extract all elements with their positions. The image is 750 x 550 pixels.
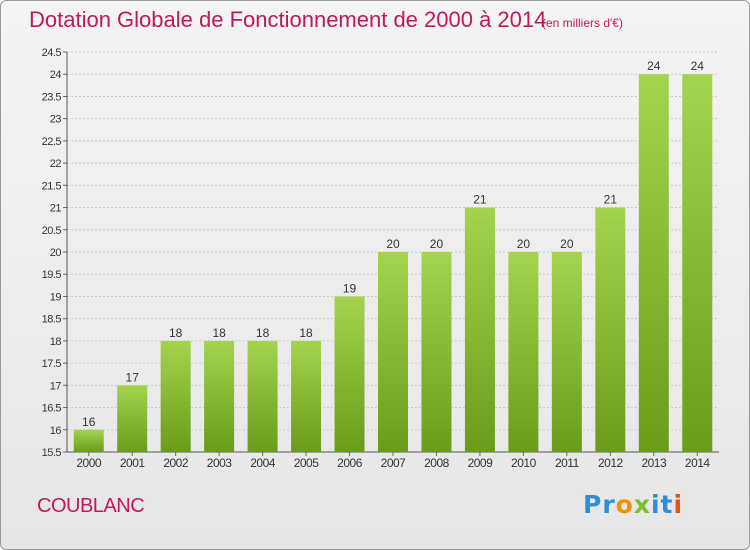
y-tick-label: 23.5 xyxy=(42,91,62,103)
data-label: 20 xyxy=(386,237,400,251)
y-tick-label: 16.5 xyxy=(42,403,62,415)
bar-2005 xyxy=(291,340,322,452)
y-tick-label: 20 xyxy=(50,247,62,259)
bar-2013 xyxy=(638,74,669,452)
data-label: 18 xyxy=(256,326,270,340)
x-tick-label: 2011 xyxy=(555,456,580,470)
logo-letters-5: i xyxy=(673,490,684,519)
x-tick-label: 2005 xyxy=(294,456,320,470)
bar-2003 xyxy=(204,340,235,452)
data-label: 24 xyxy=(647,59,661,73)
bar-2014 xyxy=(682,74,713,452)
logo-letters-4: it xyxy=(650,490,674,519)
bar-2012 xyxy=(595,207,626,452)
data-label: 20 xyxy=(560,237,574,251)
data-label: 24 xyxy=(691,59,705,73)
y-tick-label: 18.5 xyxy=(42,314,62,326)
bar-2011 xyxy=(551,252,582,452)
data-label: 21 xyxy=(604,193,618,207)
y-tick-label: 19 xyxy=(50,291,62,303)
data-label: 18 xyxy=(169,326,183,340)
chart-subtitle: (en milliers d'€) xyxy=(542,16,623,30)
data-label: 16 xyxy=(82,415,96,429)
logo-letters-1: Pr xyxy=(583,490,616,519)
proxiti-logo[interactable]: Proxiti xyxy=(583,490,683,519)
y-tick-label: 19.5 xyxy=(42,269,62,281)
bar-2009 xyxy=(464,207,495,452)
data-label: 18 xyxy=(212,326,226,340)
x-tick-label: 2010 xyxy=(511,456,537,470)
data-label: 19 xyxy=(343,281,357,295)
x-tick-label: 2006 xyxy=(337,456,363,470)
logo-letters-2: o xyxy=(615,490,634,519)
bar-2002 xyxy=(160,340,191,452)
bars xyxy=(73,74,713,452)
axes: 15.5 16 16.5 17 17.5 18 18.5 19 19.5 20 20.5 21 21.5… xyxy=(42,47,719,470)
bar-2008 xyxy=(421,252,452,452)
bar-2000 xyxy=(73,429,104,452)
y-tick-label: 17 xyxy=(50,380,62,392)
x-tick-label: 2013 xyxy=(641,456,667,470)
x-tick-label: 2014 xyxy=(685,456,711,470)
bar-2004 xyxy=(247,340,278,452)
data-label: 21 xyxy=(473,193,487,207)
logo-letters-3: x xyxy=(633,490,651,519)
y-tick-label: 16 xyxy=(50,425,62,437)
y-tick-label: 17.5 xyxy=(42,358,62,370)
x-tick-label: 2007 xyxy=(381,456,407,470)
commune-name: COUBLANC xyxy=(37,495,145,517)
x-tick-label: 2000 xyxy=(76,456,102,470)
y-tick-label: 18 xyxy=(50,336,62,348)
y-tick-label: 22.5 xyxy=(42,136,62,148)
y-tick-label: 21.5 xyxy=(42,180,62,192)
y-tick-label: 21 xyxy=(50,203,62,215)
x-tick-label: 2004 xyxy=(250,456,276,470)
bar-2010 xyxy=(508,252,539,452)
y-tick-label: 20.5 xyxy=(42,225,62,237)
bar-2007 xyxy=(378,252,408,452)
bar-2001 xyxy=(117,385,148,452)
y-tick-label: 22 xyxy=(50,158,62,170)
y-tick-label: 24 xyxy=(50,69,62,81)
data-label: 17 xyxy=(126,370,140,384)
x-tick-label: 2012 xyxy=(598,456,624,470)
chart-title: Dotation Globale de Fonctionnement de 20… xyxy=(29,7,547,32)
data-label: 20 xyxy=(430,237,444,251)
x-tick-label: 2003 xyxy=(207,456,233,470)
x-tick-label: 2001 xyxy=(120,456,146,470)
data-label: 20 xyxy=(517,237,531,251)
x-tick-label: 2002 xyxy=(163,456,189,470)
data-labels: 16 17 18 18 18 18 19 20 20 21 20 20 21 24 24 xyxy=(82,59,704,429)
x-tick-label: 2009 xyxy=(468,456,494,470)
bar-2006 xyxy=(334,296,365,452)
data-label: 18 xyxy=(299,326,313,340)
y-tick-label: 24.5 xyxy=(42,47,62,59)
y-tick-label: 15.5 xyxy=(42,447,62,459)
y-tick-label: 23 xyxy=(50,114,62,126)
x-tick-label: 2008 xyxy=(424,456,450,470)
